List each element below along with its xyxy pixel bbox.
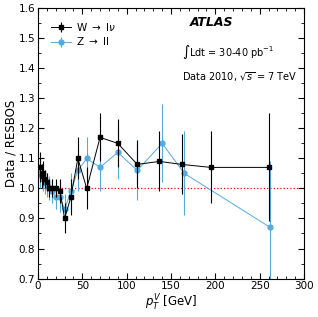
- Legend: W $\rightarrow$ l$\nu$, Z $\rightarrow$ ll: W $\rightarrow$ l$\nu$, Z $\rightarrow$ …: [48, 19, 118, 49]
- Text: ATLAS: ATLAS: [190, 16, 233, 29]
- Y-axis label: Data / RESBOS: Data / RESBOS: [4, 100, 17, 187]
- Text: $\int$Ldt = 30-40 pb$^{-1}$: $\int$Ldt = 30-40 pb$^{-1}$: [182, 43, 274, 61]
- Text: Data 2010, $\sqrt{s}$ = 7 TeV: Data 2010, $\sqrt{s}$ = 7 TeV: [182, 70, 297, 84]
- X-axis label: $p_T^V$ [GeV]: $p_T^V$ [GeV]: [145, 293, 197, 313]
